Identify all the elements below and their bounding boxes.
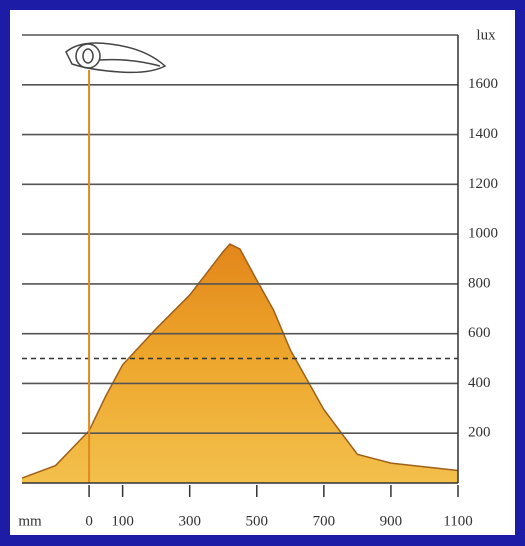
x-tick-label: 0	[85, 513, 93, 529]
x-tick-label: 900	[380, 513, 403, 529]
y-axis-label: lux	[476, 27, 496, 43]
y-tick-label: 400	[468, 375, 491, 391]
page: {"chart_data": {"type": "area", "x_label…	[0, 0, 525, 546]
x-tick-label: 500	[246, 513, 269, 529]
x-tick-label: 1100	[443, 513, 472, 529]
y-tick-label: 800	[468, 275, 491, 291]
x-axis-label: mm	[18, 513, 42, 529]
y-tick-label: 1600	[468, 76, 498, 92]
x-tick-label: 300	[178, 513, 201, 529]
y-tick-label: 1200	[468, 176, 498, 192]
x-tick-label: 700	[313, 513, 336, 529]
y-tick-label: 1400	[468, 126, 498, 142]
chart: lux mm 200 400 600 800 1000 1200 1400 1600 0 100 3…	[0, 0, 525, 546]
y-tick-label: 600	[468, 325, 491, 341]
x-tick-label: 100	[111, 513, 134, 529]
y-tick-label: 200	[468, 425, 491, 441]
y-tick-label: 1000	[468, 226, 498, 242]
